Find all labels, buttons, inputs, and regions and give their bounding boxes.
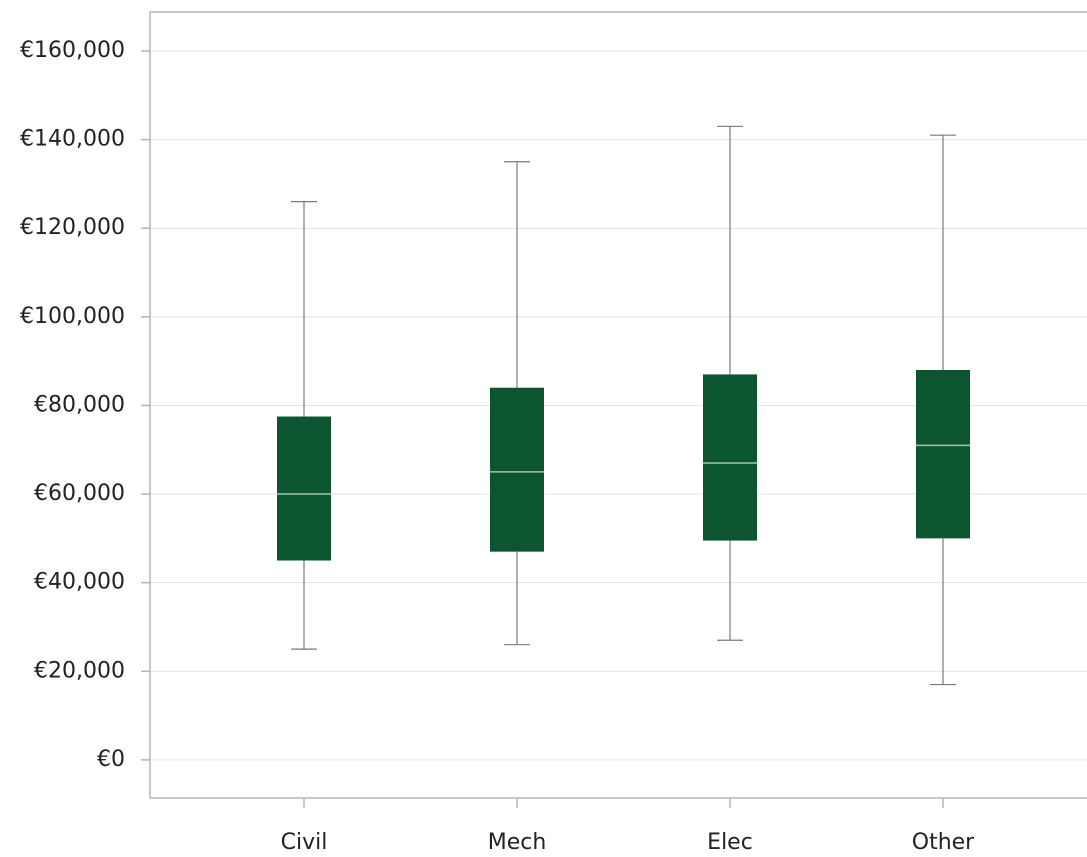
y-tick-label: €120,000 bbox=[20, 215, 125, 240]
box bbox=[703, 374, 757, 541]
x-tick-label: Elec bbox=[707, 830, 753, 855]
y-tick-label: €20,000 bbox=[34, 658, 125, 683]
x-tick-label: Civil bbox=[281, 830, 328, 855]
box bbox=[490, 387, 544, 552]
y-tick-label: €40,000 bbox=[34, 570, 125, 595]
y-tick-label: €80,000 bbox=[34, 392, 125, 417]
y-tick-label: €100,000 bbox=[20, 304, 125, 329]
y-tick-label: €160,000 bbox=[20, 38, 125, 63]
box bbox=[916, 369, 970, 539]
y-tick-label: €60,000 bbox=[34, 481, 125, 506]
y-tick-label: €0 bbox=[97, 747, 125, 772]
x-tick-label: Mech bbox=[488, 830, 547, 855]
x-tick-label: Other bbox=[912, 830, 975, 855]
y-tick-label: €140,000 bbox=[20, 127, 125, 152]
box bbox=[277, 416, 331, 561]
